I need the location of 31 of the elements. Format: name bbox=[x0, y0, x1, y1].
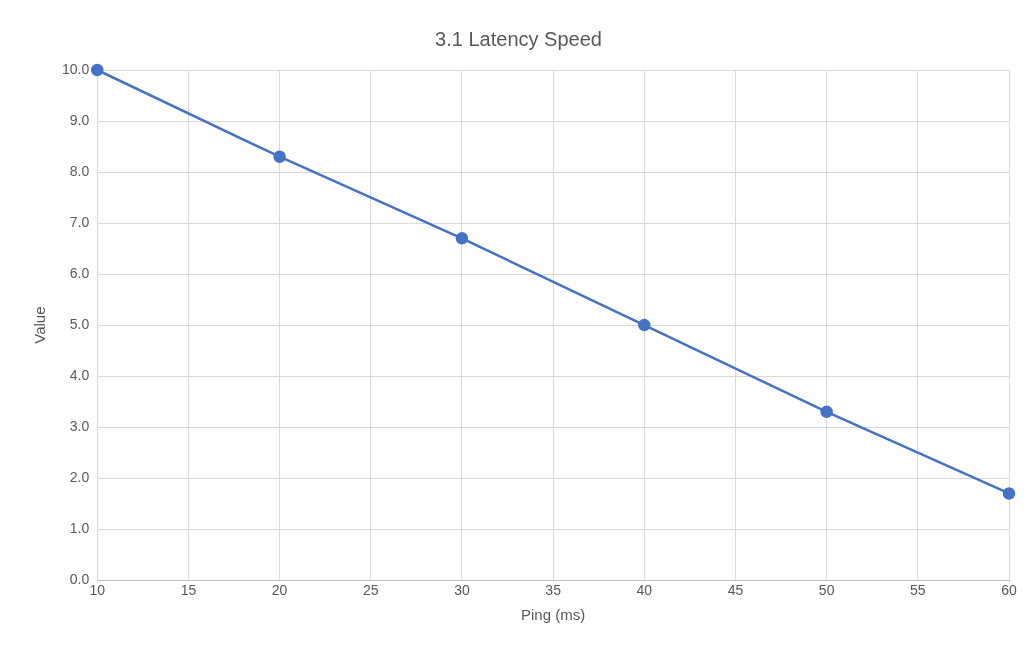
x-tick-label: 40 bbox=[636, 582, 653, 599]
x-tick-label: 10 bbox=[89, 582, 106, 599]
y-tick-label: 1.0 bbox=[69, 520, 90, 537]
y-tick-label: 0.0 bbox=[69, 571, 90, 588]
y-tick-label: 4.0 bbox=[69, 366, 90, 383]
point bbox=[455, 232, 469, 245]
x-tick-label: 60 bbox=[1001, 582, 1017, 599]
x-tick-label: 25 bbox=[362, 582, 379, 599]
point bbox=[1002, 487, 1016, 500]
x-axis-title: Ping (ms) bbox=[521, 606, 586, 624]
x-tick-label: 55 bbox=[910, 582, 926, 599]
point bbox=[91, 63, 104, 77]
point bbox=[820, 405, 833, 419]
x-tick-label: 20 bbox=[271, 582, 288, 599]
y-tick-label: 7.0 bbox=[69, 213, 90, 230]
y-tick-label: 10.0 bbox=[62, 60, 90, 77]
x-tick-label: 30 bbox=[454, 582, 470, 599]
y-tick-label: 8.0 bbox=[69, 162, 90, 179]
x-tick-label: 50 bbox=[818, 582, 835, 599]
y-axis-title: Value bbox=[31, 306, 49, 344]
chart-title: 3.1 Latency Speed bbox=[435, 27, 602, 50]
x-tick-label: 15 bbox=[180, 582, 197, 599]
point bbox=[273, 150, 286, 163]
y-tick-label: 9.0 bbox=[69, 111, 90, 128]
x-tick-label: 45 bbox=[727, 582, 744, 599]
point bbox=[638, 318, 651, 332]
y-tick-label: 5.0 bbox=[69, 315, 90, 332]
y-tick-label: 6.0 bbox=[69, 264, 90, 281]
y-tick-label: 2.0 bbox=[69, 469, 90, 486]
y-tick-label: 3.0 bbox=[69, 418, 90, 434]
x-tick-label: 35 bbox=[545, 582, 562, 599]
